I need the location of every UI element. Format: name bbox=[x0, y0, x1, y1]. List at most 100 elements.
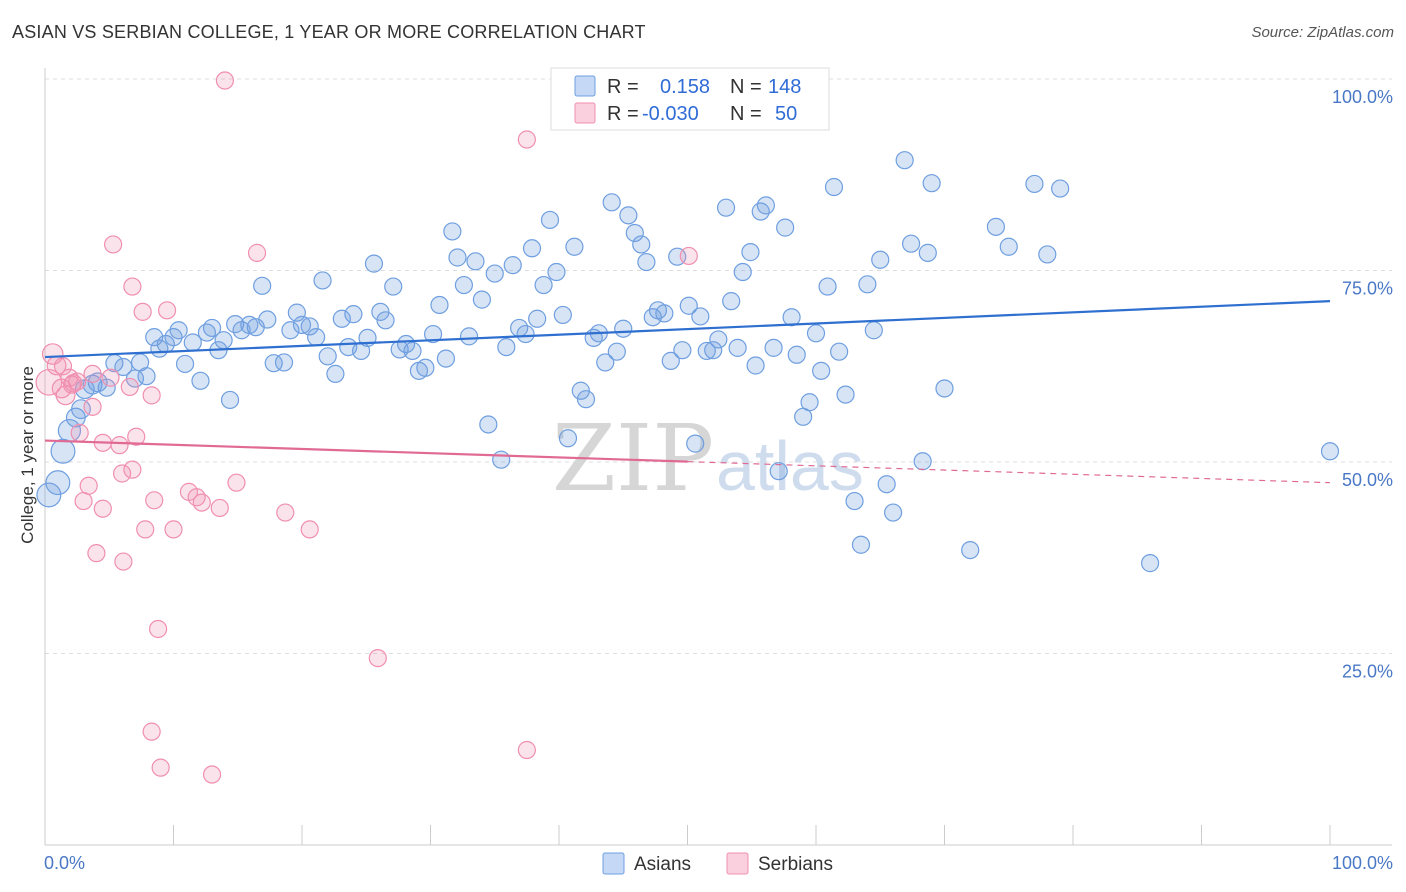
point-serbians bbox=[680, 247, 697, 264]
point-asians bbox=[896, 152, 913, 169]
point-asians bbox=[885, 504, 902, 521]
point-serbians bbox=[94, 500, 111, 517]
point-asians bbox=[1000, 238, 1017, 255]
point-serbians bbox=[63, 376, 80, 393]
point-asians bbox=[1322, 443, 1339, 460]
point-asians bbox=[192, 372, 209, 389]
correlation-legend: R = 0.158 N = 148 R = -0.030 N = 50 bbox=[551, 68, 829, 130]
point-asians bbox=[638, 254, 655, 271]
scatter-chart: ZIP atlas 25.0%50.0%75.0%100.0%0.0% 100.0… bbox=[0, 0, 1406, 892]
point-asians bbox=[517, 326, 534, 343]
point-asians bbox=[480, 416, 497, 433]
point-asians bbox=[831, 343, 848, 360]
point-asians bbox=[177, 355, 194, 372]
point-serbians bbox=[143, 387, 160, 404]
point-asians bbox=[276, 354, 293, 371]
point-asians bbox=[319, 348, 336, 365]
point-serbians bbox=[80, 477, 97, 494]
point-asians bbox=[765, 339, 782, 356]
point-asians bbox=[620, 207, 637, 224]
point-asians bbox=[770, 463, 787, 480]
point-asians bbox=[184, 334, 201, 351]
point-asians bbox=[308, 329, 325, 346]
point-asians bbox=[493, 451, 510, 468]
point-asians bbox=[962, 542, 979, 559]
point-asians bbox=[837, 386, 854, 403]
point-asians bbox=[377, 312, 394, 329]
point-asians bbox=[692, 308, 709, 325]
point-asians bbox=[865, 322, 882, 339]
point-asians bbox=[170, 322, 187, 339]
point-asians bbox=[455, 277, 472, 294]
x-tick-label: 0.0% bbox=[44, 853, 85, 873]
point-serbians bbox=[249, 244, 266, 261]
point-asians bbox=[1026, 175, 1043, 192]
point-asians bbox=[535, 277, 552, 294]
legend-swatch-serbians bbox=[575, 103, 595, 123]
point-asians bbox=[254, 277, 271, 294]
point-serbians bbox=[518, 131, 535, 148]
point-asians bbox=[473, 291, 490, 308]
point-asians bbox=[615, 320, 632, 337]
point-asians bbox=[729, 339, 746, 356]
y-tick-label: 25.0% bbox=[1342, 662, 1393, 682]
point-asians bbox=[138, 368, 155, 385]
point-asians bbox=[603, 194, 620, 211]
point-asians bbox=[852, 536, 869, 553]
point-asians bbox=[437, 350, 454, 367]
point-asians bbox=[936, 380, 953, 397]
point-serbians bbox=[146, 492, 163, 509]
point-asians bbox=[757, 197, 774, 214]
point-asians bbox=[747, 357, 764, 374]
point-serbians bbox=[75, 493, 92, 510]
legend-n-value-serbians: 50 bbox=[775, 103, 797, 125]
legend-r-value-serbians: -0.030 bbox=[642, 103, 699, 125]
point-serbians bbox=[211, 499, 228, 516]
bottom-legend-swatch-asians bbox=[603, 853, 624, 874]
point-asians bbox=[431, 296, 448, 313]
point-asians bbox=[878, 476, 895, 493]
legend-n-value-asians: 148 bbox=[768, 76, 801, 98]
point-serbians bbox=[165, 521, 182, 538]
point-serbians bbox=[143, 723, 160, 740]
bottom-legend-serbians: Serbians bbox=[758, 854, 833, 875]
point-serbians bbox=[137, 521, 154, 538]
point-serbians bbox=[54, 358, 71, 375]
legend-r-label-asians: R = bbox=[607, 76, 639, 98]
point-serbians bbox=[277, 504, 294, 521]
point-serbians bbox=[105, 236, 122, 253]
point-asians bbox=[919, 244, 936, 261]
point-asians bbox=[461, 328, 478, 345]
point-serbians bbox=[124, 278, 141, 295]
point-asians bbox=[51, 439, 75, 463]
bottom-legend-swatch-serbians bbox=[727, 853, 748, 874]
point-asians bbox=[559, 430, 576, 447]
point-asians bbox=[872, 251, 889, 268]
point-asians bbox=[524, 240, 541, 257]
y-tick-label: 75.0% bbox=[1342, 279, 1393, 299]
watermark-atlas: atlas bbox=[716, 427, 864, 505]
point-asians bbox=[566, 238, 583, 255]
point-asians bbox=[554, 306, 571, 323]
point-asians bbox=[467, 253, 484, 270]
point-asians bbox=[215, 332, 232, 349]
y-tick-label: 100.0% bbox=[1332, 87, 1393, 107]
series-legend: Asians Serbians bbox=[603, 853, 833, 875]
point-serbians bbox=[115, 553, 132, 570]
point-asians bbox=[859, 276, 876, 293]
point-asians bbox=[674, 342, 691, 359]
point-asians bbox=[608, 343, 625, 360]
bottom-legend-asians: Asians bbox=[634, 854, 691, 875]
point-asians bbox=[345, 306, 362, 323]
point-asians bbox=[788, 346, 805, 363]
point-serbians bbox=[124, 461, 141, 478]
point-asians bbox=[923, 175, 940, 192]
point-serbians bbox=[204, 766, 221, 783]
point-serbians bbox=[111, 437, 128, 454]
point-serbians bbox=[84, 365, 101, 382]
point-asians bbox=[801, 394, 818, 411]
point-serbians bbox=[193, 494, 210, 511]
point-serbians bbox=[216, 72, 233, 89]
x-tick-label: 100.0% bbox=[1332, 853, 1393, 873]
point-asians bbox=[504, 257, 521, 274]
